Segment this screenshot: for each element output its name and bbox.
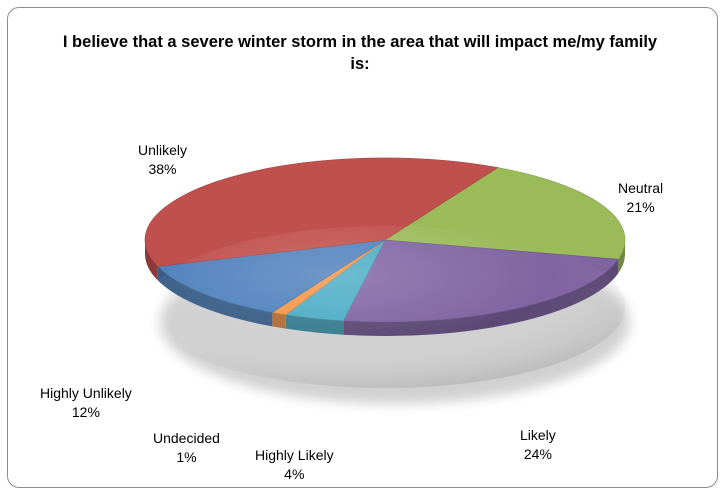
label-highly-unlikely-value: 12% <box>71 404 100 420</box>
label-undecided-name: Undecided <box>153 430 220 446</box>
label-highly-likely: Highly Likely 4% <box>255 446 334 484</box>
label-highly-likely-name: Highly Likely <box>255 447 334 463</box>
label-unlikely-value: 38% <box>148 161 177 177</box>
pie-side-undecided <box>272 312 286 329</box>
label-neutral-value: 21% <box>626 199 655 215</box>
label-undecided-value: 1% <box>176 449 197 465</box>
label-likely: Likely 24% <box>520 426 556 464</box>
label-highly-unlikely-name: Highly Unlikely <box>40 385 132 401</box>
label-neutral: Neutral 21% <box>618 179 663 217</box>
chart-title: I believe that a severe winter storm in … <box>62 33 658 73</box>
label-highly-likely-value: 4% <box>284 466 305 482</box>
label-unlikely: Unlikely 38% <box>138 141 187 179</box>
label-likely-name: Likely <box>520 427 556 443</box>
label-highly-unlikely: Highly Unlikely 12% <box>40 384 132 422</box>
label-unlikely-name: Unlikely <box>138 142 188 158</box>
label-likely-value: 24% <box>523 446 552 462</box>
label-neutral-name: Neutral <box>618 180 664 196</box>
label-undecided: Undecided 1% <box>153 429 220 467</box>
